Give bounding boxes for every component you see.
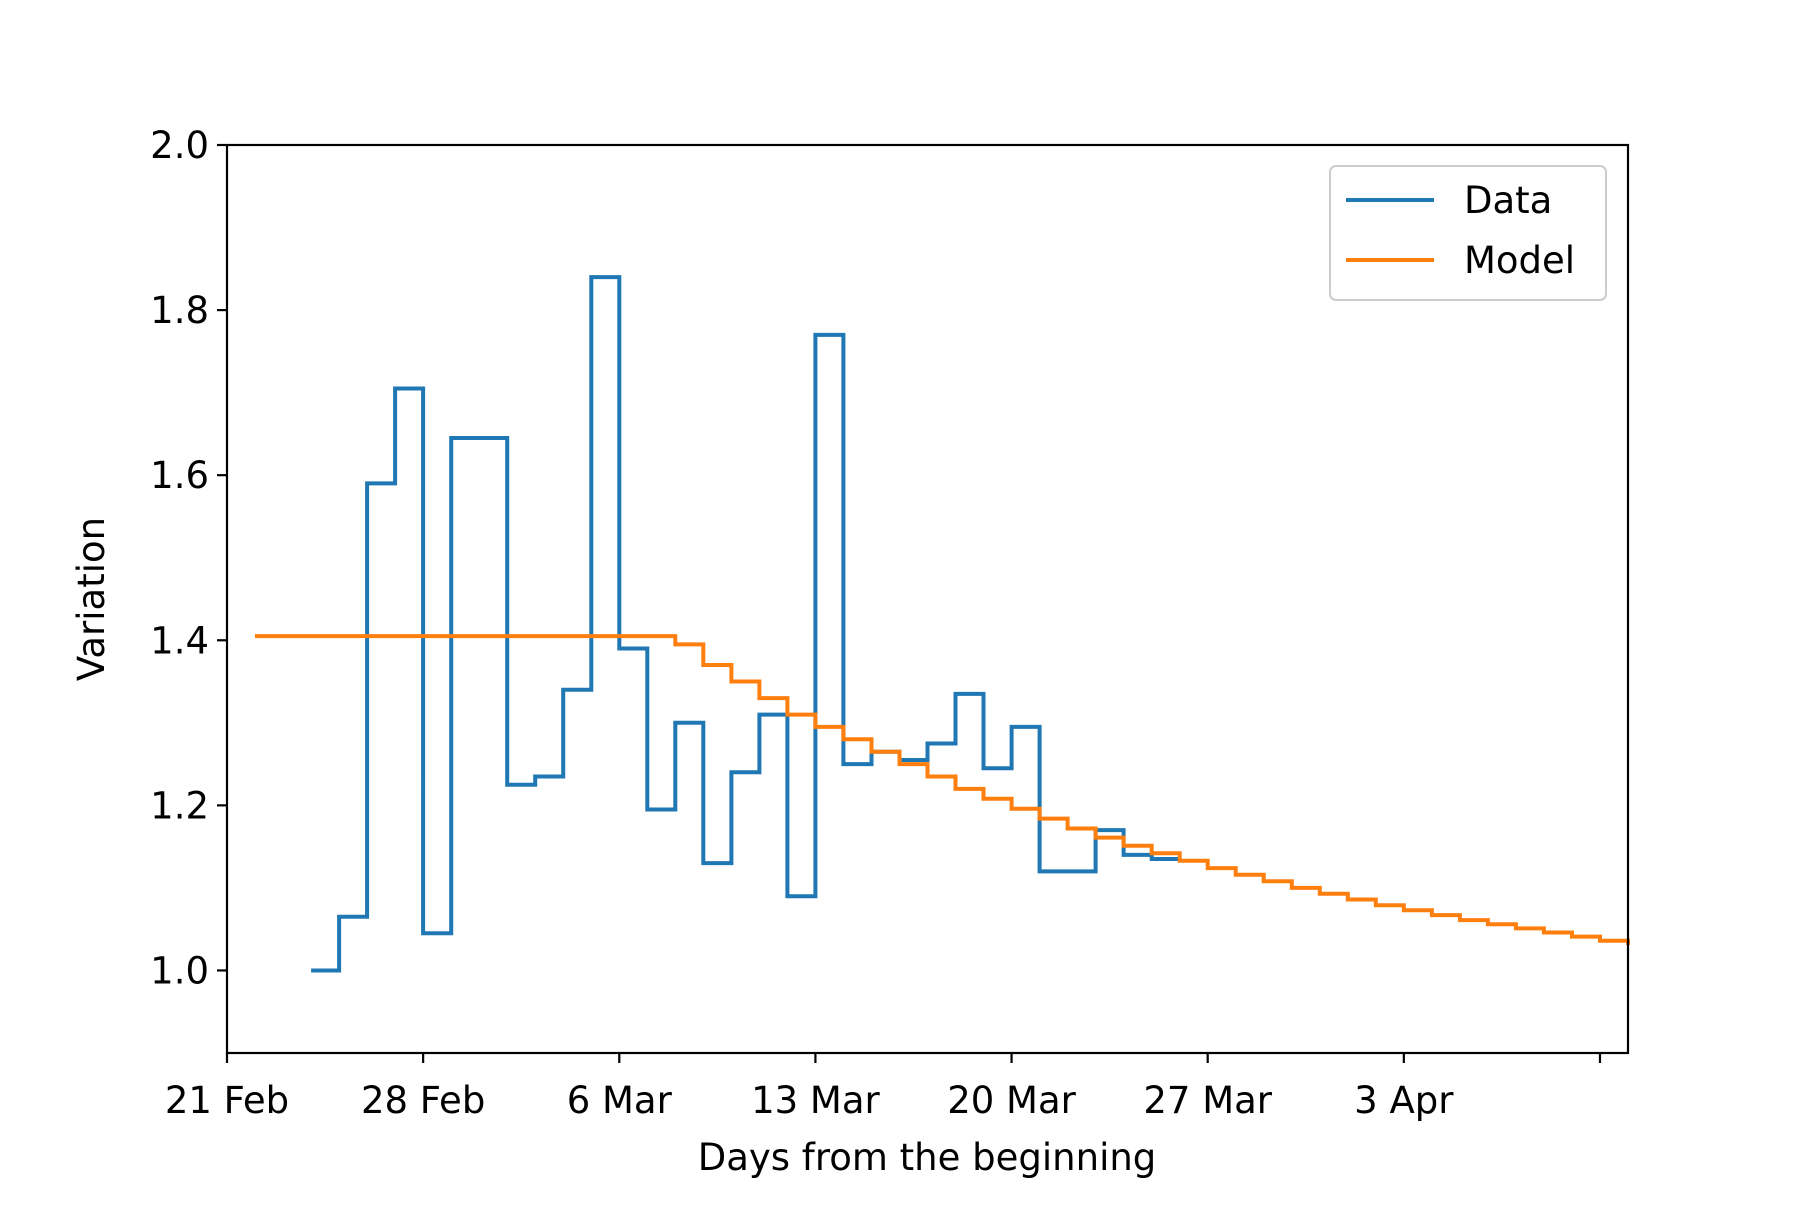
y-axis: 1.0 1.2 1.4 1.6 1.8 2.0 [150, 124, 227, 992]
y-tick-label: 1.0 [150, 949, 209, 992]
y-tick-label: 1.2 [150, 784, 209, 827]
legend-label-data: Data [1464, 179, 1552, 222]
series-layer [255, 275, 1630, 973]
plot-frame [225, 143, 1630, 1055]
y-tick-label: 2.0 [150, 124, 209, 167]
x-tick-label: 21 Feb [165, 1079, 289, 1122]
x-tick-label: 13 Mar [751, 1079, 880, 1122]
legend-label-model: Model [1464, 239, 1575, 282]
y-tick-label: 1.4 [150, 619, 209, 662]
legend: Data Model [1329, 165, 1607, 301]
series-line-data [311, 275, 1180, 973]
x-axis: 21 Feb 28 Feb 6 Mar 13 Mar 20 Mar 27 Mar 3 Apr [165, 1053, 1602, 1122]
y-tick-label: 1.6 [150, 454, 209, 497]
y-tick-label: 1.8 [150, 289, 209, 332]
x-tick-label: 27 Mar [1143, 1079, 1272, 1122]
x-tick-label: 3 Apr [1354, 1079, 1454, 1122]
series-line-model [255, 634, 1630, 945]
x-tick-label: 28 Feb [361, 1079, 485, 1122]
x-tick-label: 20 Mar [947, 1079, 1076, 1122]
y-axis-label: Variation [70, 517, 113, 681]
x-tick-label: 6 Mar [567, 1079, 673, 1122]
x-axis-label: Days from the beginning [698, 1136, 1157, 1179]
